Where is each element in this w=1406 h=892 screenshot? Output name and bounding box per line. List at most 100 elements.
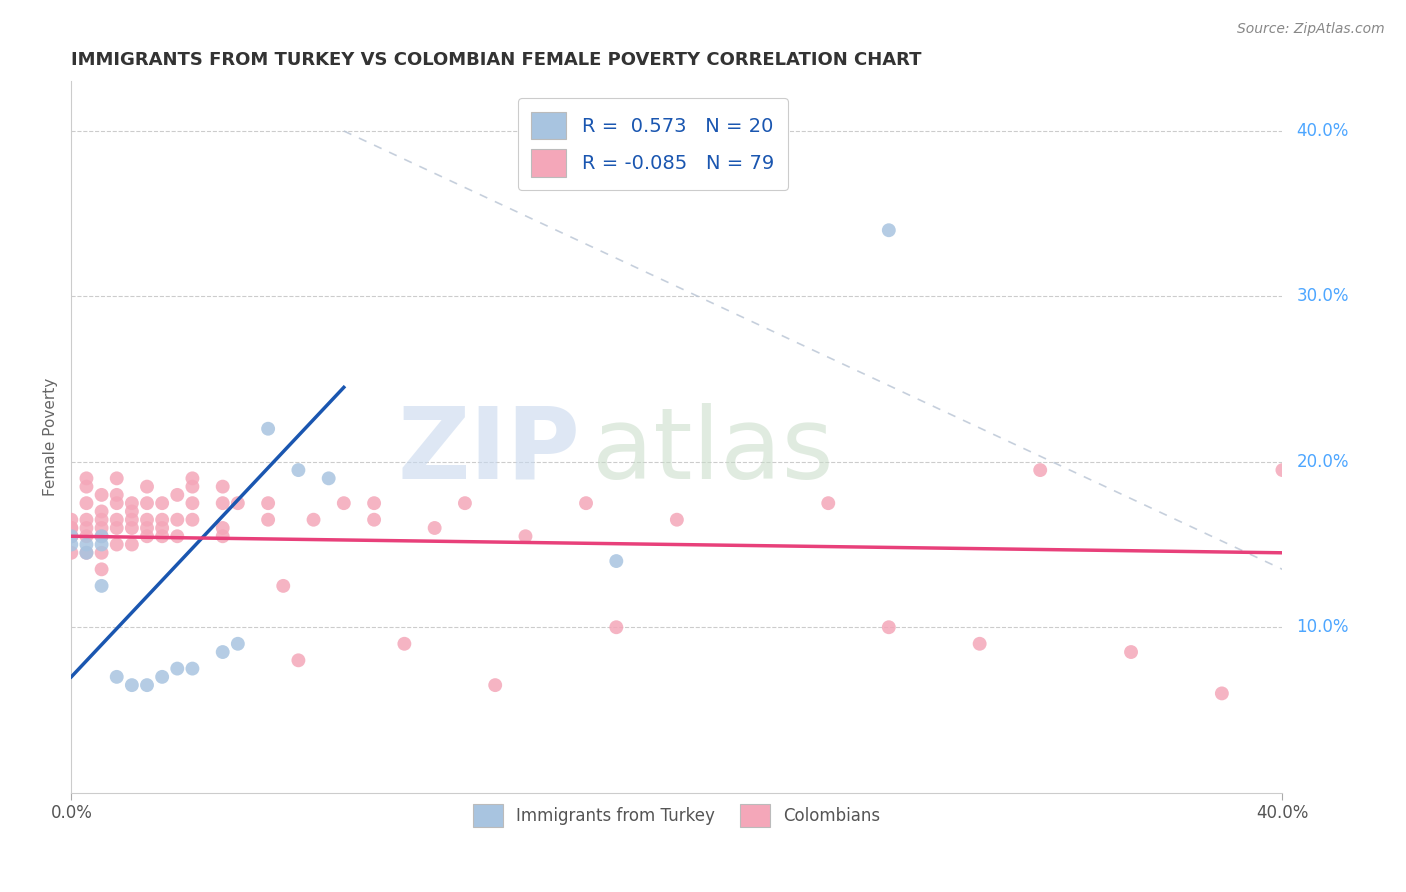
Point — [665, 513, 688, 527]
Point — [226, 496, 249, 510]
Point — [136, 678, 159, 692]
Point — [121, 678, 143, 692]
Point — [105, 471, 128, 485]
Point — [257, 422, 280, 436]
Point — [105, 496, 128, 510]
Point — [90, 529, 112, 543]
Text: atlas: atlas — [592, 402, 834, 500]
Point — [333, 496, 356, 510]
Point — [181, 513, 204, 527]
Point — [1029, 463, 1052, 477]
Point — [969, 637, 991, 651]
Point — [181, 480, 204, 494]
Point — [454, 496, 477, 510]
Point — [136, 529, 159, 543]
Point — [166, 488, 188, 502]
Text: ZIP: ZIP — [396, 402, 581, 500]
Point — [90, 579, 112, 593]
Point — [302, 513, 325, 527]
Text: 40.0%: 40.0% — [1296, 122, 1348, 140]
Point — [121, 496, 143, 510]
Text: 20.0%: 20.0% — [1296, 453, 1348, 471]
Point — [287, 463, 309, 477]
Text: IMMIGRANTS FROM TURKEY VS COLOMBIAN FEMALE POVERTY CORRELATION CHART: IMMIGRANTS FROM TURKEY VS COLOMBIAN FEMA… — [72, 51, 922, 69]
Point — [257, 513, 280, 527]
Point — [150, 496, 173, 510]
Point — [90, 488, 112, 502]
Point — [1211, 686, 1233, 700]
Point — [75, 521, 97, 535]
Point — [166, 513, 188, 527]
Point — [75, 529, 97, 543]
Point — [150, 521, 173, 535]
Point — [90, 537, 112, 551]
Point — [515, 529, 537, 543]
Point — [90, 504, 112, 518]
Point — [105, 513, 128, 527]
Point — [75, 480, 97, 494]
Point — [605, 620, 627, 634]
Point — [150, 529, 173, 543]
Point — [90, 521, 112, 535]
Point — [575, 496, 598, 510]
Point — [181, 471, 204, 485]
Point — [60, 529, 83, 543]
Text: 30.0%: 30.0% — [1296, 287, 1348, 305]
Point — [211, 529, 233, 543]
Point — [166, 529, 188, 543]
Point — [121, 513, 143, 527]
Point — [423, 521, 446, 535]
Y-axis label: Female Poverty: Female Poverty — [44, 378, 58, 496]
Point — [105, 670, 128, 684]
Point — [136, 513, 159, 527]
Point — [287, 653, 309, 667]
Point — [75, 537, 97, 551]
Point — [60, 529, 83, 543]
Point — [75, 471, 97, 485]
Point — [1119, 645, 1142, 659]
Point — [60, 546, 83, 560]
Point — [877, 620, 900, 634]
Point — [363, 513, 385, 527]
Point — [226, 637, 249, 651]
Point — [136, 496, 159, 510]
Point — [121, 504, 143, 518]
Point — [90, 529, 112, 543]
Point — [181, 496, 204, 510]
Point — [318, 471, 340, 485]
Point — [90, 513, 112, 527]
Point — [211, 645, 233, 659]
Point — [60, 521, 83, 535]
Point — [136, 521, 159, 535]
Point — [211, 496, 233, 510]
Point — [484, 678, 506, 692]
Point — [60, 521, 83, 535]
Point — [60, 537, 83, 551]
Point — [150, 670, 173, 684]
Point — [90, 546, 112, 560]
Point — [121, 521, 143, 535]
Point — [75, 546, 97, 560]
Point — [211, 480, 233, 494]
Point — [605, 554, 627, 568]
Point — [105, 521, 128, 535]
Point — [75, 513, 97, 527]
Point — [121, 537, 143, 551]
Point — [75, 496, 97, 510]
Point — [363, 496, 385, 510]
Point — [60, 513, 83, 527]
Point — [257, 496, 280, 510]
Point — [394, 637, 416, 651]
Point — [105, 537, 128, 551]
Point — [1271, 463, 1294, 477]
Point — [60, 529, 83, 543]
Legend: Immigrants from Turkey, Colombians: Immigrants from Turkey, Colombians — [467, 797, 887, 834]
Text: Source: ZipAtlas.com: Source: ZipAtlas.com — [1237, 22, 1385, 37]
Point — [105, 488, 128, 502]
Point — [60, 529, 83, 543]
Point — [271, 579, 294, 593]
Point — [75, 546, 97, 560]
Point — [877, 223, 900, 237]
Point — [211, 521, 233, 535]
Point — [150, 513, 173, 527]
